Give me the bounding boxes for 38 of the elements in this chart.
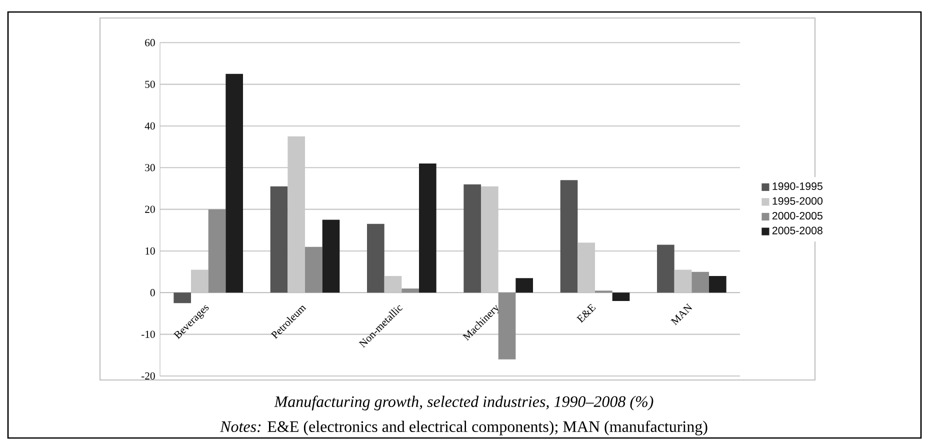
bar [656,244,674,293]
y-tick-label: -10 [141,330,155,338]
bar [305,246,322,293]
y-tick-label: 10 [146,247,155,255]
y-tick-label: 60 [145,39,155,46]
bar [674,270,692,293]
bar [367,224,384,293]
bar [191,270,208,293]
y-tick-label: 20 [145,206,155,213]
bar [208,209,226,293]
bar [481,186,498,293]
y-tick-label: 50 [145,80,155,88]
bar [384,276,402,293]
bar [174,292,192,304]
bar [612,292,630,301]
bar [498,292,516,360]
bar [578,242,595,293]
text: Notes: E&E (electronics and electrical components); MAN (manufacturing) [220,420,708,436]
legend-label: 1995-2000 [772,197,822,205]
legend-label: 2005-2008 [772,226,822,234]
y-tick-label: -20 [141,372,155,380]
y-tick-label: 40 [144,122,155,130]
bar [419,163,436,293]
bar [322,220,340,293]
bar [464,184,481,293]
bar [516,278,533,293]
bar [692,272,709,293]
y-tick-label: 0 [150,289,155,296]
bar [402,288,419,293]
bar [288,136,306,293]
legend-label: 2000-2005 [772,212,822,220]
bar [226,74,244,293]
bar [270,186,288,293]
text: Manufacturing growth, selected industries, 1990–2008 (%) [274,396,654,410]
y-tick-label: 30 [145,164,155,172]
bar [560,180,578,293]
legend-label: 1990-1995 [772,182,822,190]
bar [708,276,726,293]
